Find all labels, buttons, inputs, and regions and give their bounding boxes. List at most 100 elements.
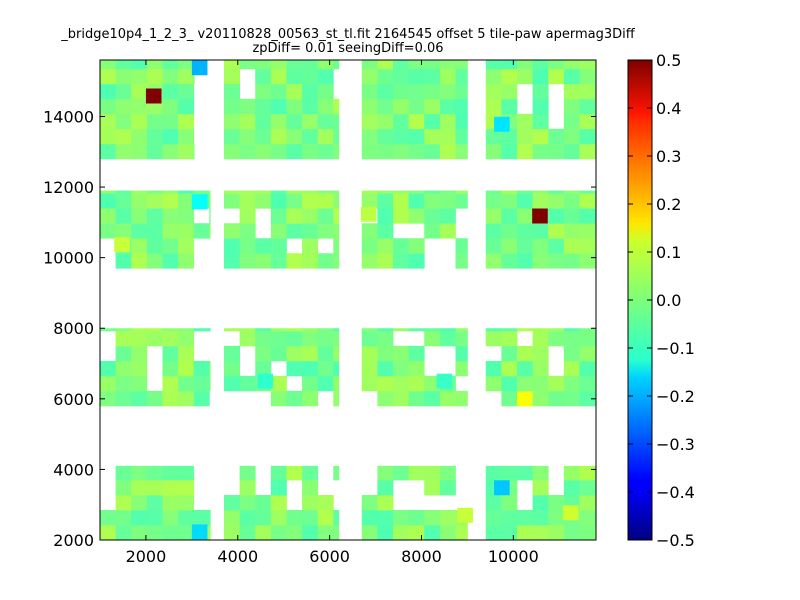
heatmap-cell — [517, 525, 534, 540]
heatmap-cell — [455, 143, 468, 160]
heatmap-cell — [178, 143, 195, 160]
heatmap-cell — [317, 495, 334, 511]
heatmap-cell — [131, 143, 148, 160]
heatmap-cell — [302, 190, 319, 194]
heatmap-cell — [485, 238, 502, 254]
heatmap-cell — [131, 360, 148, 377]
heatmap-cell — [162, 465, 179, 481]
heatmap-cell — [131, 83, 148, 100]
heatmap-cell — [286, 390, 303, 407]
heatmap-cell — [131, 495, 148, 511]
heatmap-cell — [162, 208, 179, 224]
heatmap-cell — [361, 525, 378, 540]
heatmap-cell — [548, 253, 565, 269]
heatmap-cell — [255, 83, 272, 100]
heatmap-cell — [548, 495, 565, 511]
heatmap-cell — [563, 60, 580, 70]
heatmap-cell — [579, 495, 596, 511]
heatmap-cell — [532, 328, 549, 332]
heatmap-cell — [424, 330, 441, 347]
heatmap-cell — [131, 510, 148, 526]
heatmap-cell — [548, 525, 565, 540]
heatmap-cell — [131, 208, 148, 224]
heatmap-cell — [579, 113, 596, 130]
heatmap-cell — [162, 238, 179, 254]
heatmap-cell — [146, 208, 163, 224]
heatmap-cell — [270, 113, 287, 130]
heatmap-cell — [270, 143, 287, 160]
heatmap-cell — [224, 193, 241, 209]
heatmap-cell — [115, 360, 132, 377]
heatmap-cell — [361, 128, 378, 145]
heatmap-cell — [333, 238, 340, 254]
heatmap-cell — [317, 113, 334, 130]
heatmap-cell — [532, 128, 549, 145]
heatmap-cell — [377, 68, 394, 85]
heatmap-cell — [317, 345, 334, 362]
y-axis: 2000 4000 6000 8000 10000 12000 14000 — [43, 107, 596, 550]
x-tick-label: 10000 — [488, 547, 539, 566]
heatmap-cell — [270, 495, 287, 511]
heatmap-cell — [224, 510, 241, 526]
heatmap-cell — [485, 128, 502, 145]
heatmap-cell — [193, 190, 210, 194]
heatmap-cell — [317, 510, 334, 526]
heatmap-cell — [255, 98, 272, 115]
heatmap-cell — [178, 238, 195, 254]
heatmap-cell — [548, 390, 565, 407]
heatmap-cell — [270, 525, 287, 540]
heatmap-cell — [361, 193, 378, 209]
heatmap-cell — [131, 375, 148, 392]
heatmap-cell — [131, 465, 148, 481]
heatmap-cell — [579, 390, 596, 407]
heatmap-cell — [270, 465, 287, 481]
heatmap-cell — [286, 345, 303, 362]
heatmap-cell — [393, 68, 410, 85]
heatmap-cell — [579, 525, 596, 540]
heatmap-cell — [501, 60, 518, 70]
heatmap-cell — [255, 60, 272, 70]
heatmap-cell — [377, 113, 394, 130]
heatmap-cell — [333, 510, 340, 526]
heatmap-cell — [485, 253, 502, 269]
heatmap-cell — [393, 345, 410, 362]
heatmap-cell — [548, 510, 565, 526]
heatmap-cell — [439, 98, 456, 115]
heatmap-cell — [455, 83, 468, 100]
heatmap-cell — [100, 113, 117, 130]
heatmap-cell — [377, 193, 394, 209]
heatmap-cell — [270, 328, 287, 332]
heatmap-cell — [424, 208, 441, 224]
heatmap-cell — [131, 330, 148, 347]
heatmap-cell — [439, 465, 456, 481]
heatmap-cell — [193, 360, 210, 377]
y-tick-label: 14000 — [43, 107, 94, 126]
heatmap-cell — [209, 223, 211, 239]
heatmap-cell — [563, 253, 580, 269]
heatmap-cell — [162, 113, 179, 130]
heatmap-cell — [455, 60, 468, 70]
heatmap-cell — [146, 68, 163, 85]
heatmap-cell — [333, 328, 340, 332]
heatmap-cell — [408, 238, 425, 254]
y-tick-label: 8000 — [53, 319, 94, 338]
heatmap-cell — [393, 113, 410, 130]
heatmap-cell — [286, 208, 303, 224]
heatmap-cell — [224, 190, 241, 194]
heatmap-cell — [455, 113, 468, 130]
heatmap-cell — [455, 190, 468, 194]
heatmap-cell — [115, 328, 132, 332]
heatmap-cell — [333, 525, 340, 540]
heatmap-cell — [162, 253, 179, 269]
heatmap-cell — [178, 328, 195, 332]
heatmap-cell — [532, 193, 549, 209]
heatmap-cell-highlight — [191, 60, 208, 76]
heatmap-cell — [270, 60, 287, 70]
heatmap-cell — [115, 510, 132, 526]
heatmap-cell — [424, 510, 441, 526]
heatmap-cell — [178, 193, 195, 209]
heatmap-cell — [408, 253, 425, 269]
heatmap-cell — [439, 68, 456, 85]
heatmap-cell — [224, 238, 241, 254]
heatmap-cell — [393, 360, 410, 377]
